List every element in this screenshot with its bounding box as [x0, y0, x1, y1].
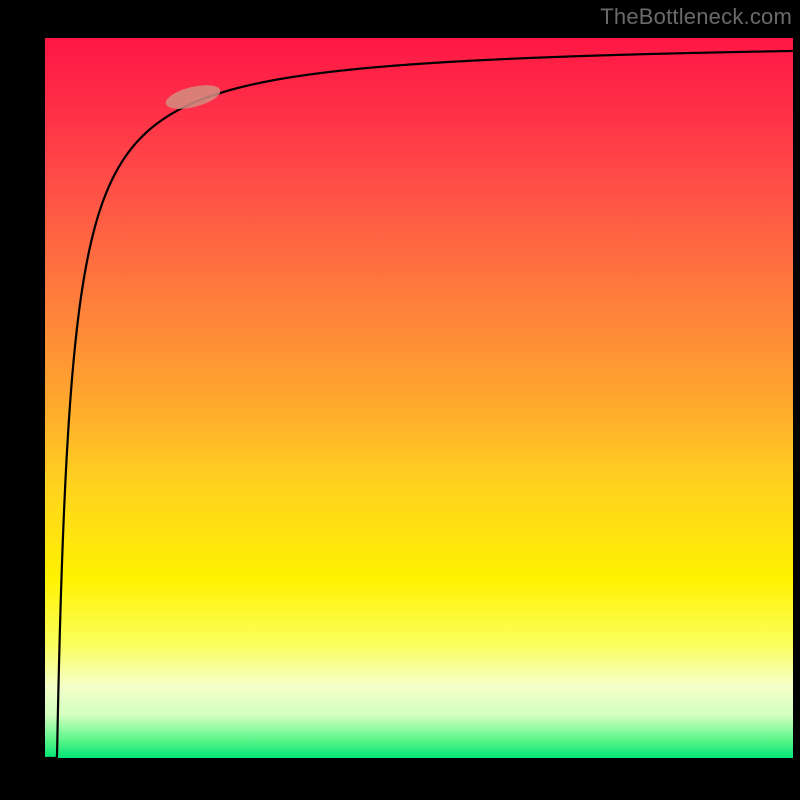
chart-svg — [0, 0, 800, 800]
chart-stage: TheBottleneck.com — [0, 0, 800, 800]
gradient-background — [45, 38, 793, 758]
